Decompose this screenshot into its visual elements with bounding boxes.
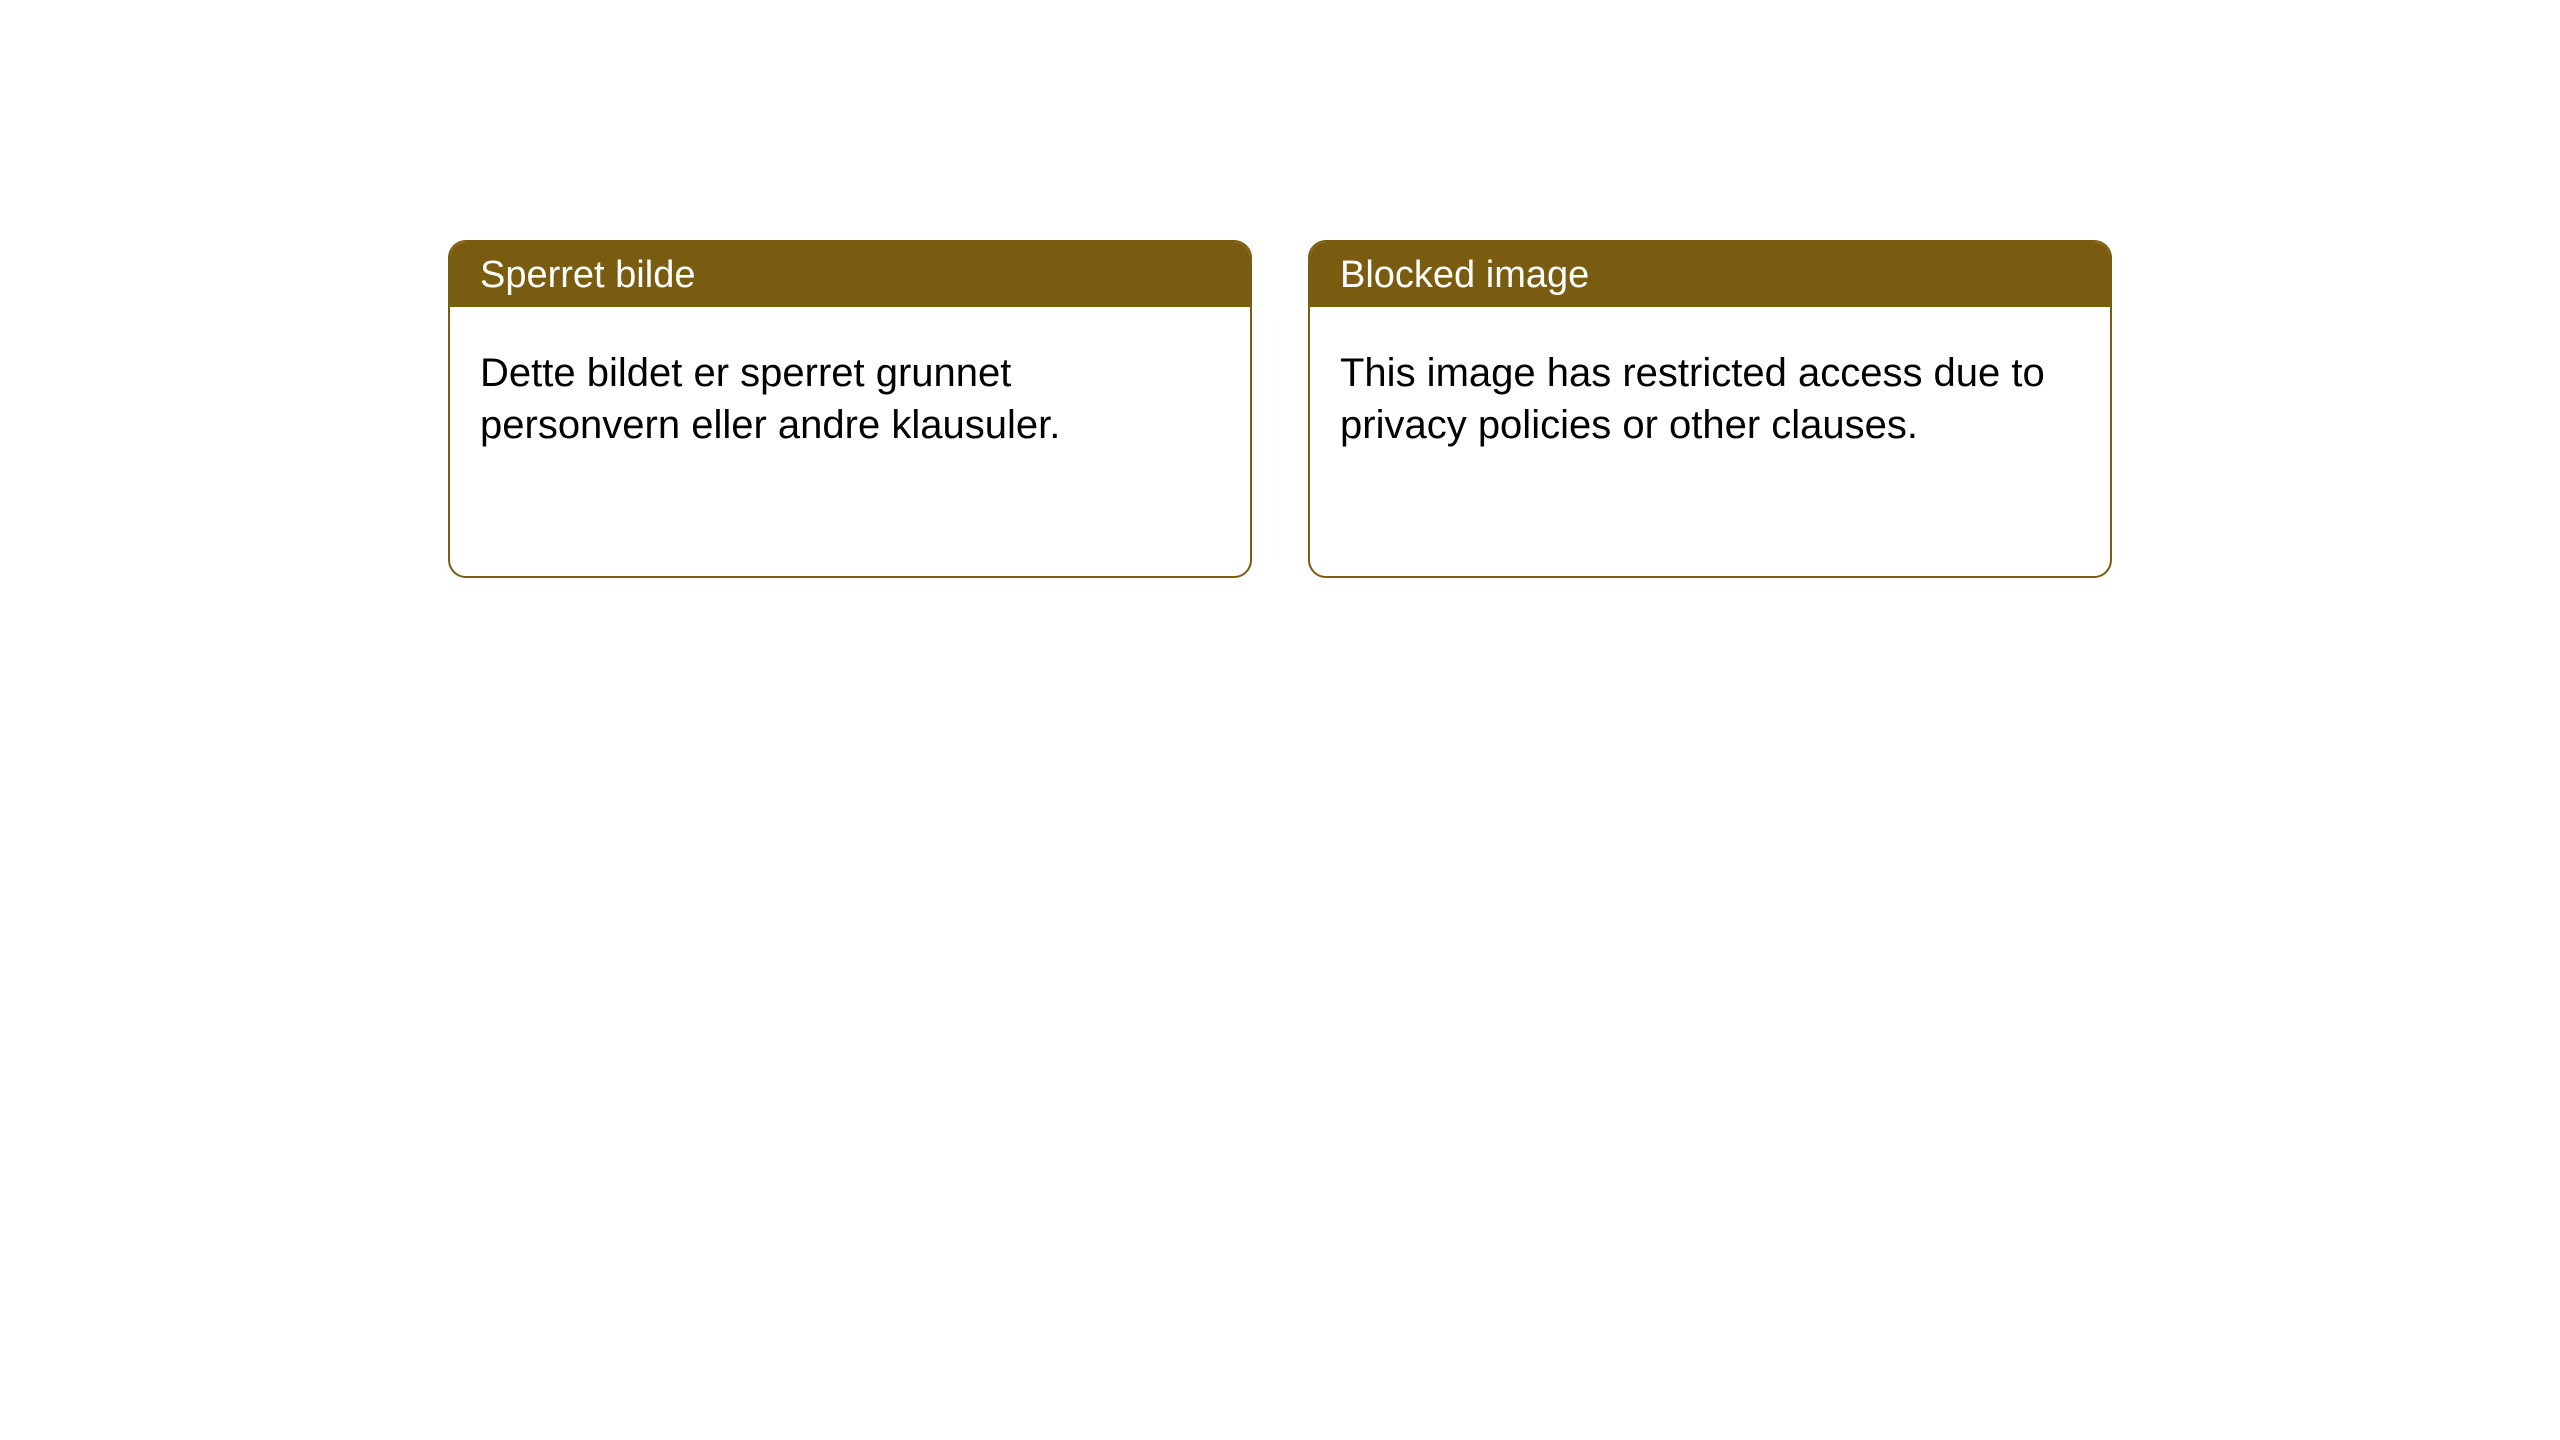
card-title-norwegian: Sperret bilde xyxy=(480,254,695,296)
card-header-norwegian: Sperret bilde xyxy=(450,242,1250,307)
cards-container: Sperret bilde Dette bildet er sperret gr… xyxy=(448,240,2560,578)
card-norwegian: Sperret bilde Dette bildet er sperret gr… xyxy=(448,240,1252,578)
card-title-english: Blocked image xyxy=(1340,254,1589,296)
card-body-norwegian: Dette bildet er sperret grunnet personve… xyxy=(450,307,1250,481)
card-body-english: This image has restricted access due to … xyxy=(1310,307,2110,481)
card-english: Blocked image This image has restricted … xyxy=(1308,240,2112,578)
card-body-text-norwegian: Dette bildet er sperret grunnet personve… xyxy=(480,351,1060,447)
card-header-english: Blocked image xyxy=(1310,242,2110,307)
card-body-text-english: This image has restricted access due to … xyxy=(1340,351,2045,447)
